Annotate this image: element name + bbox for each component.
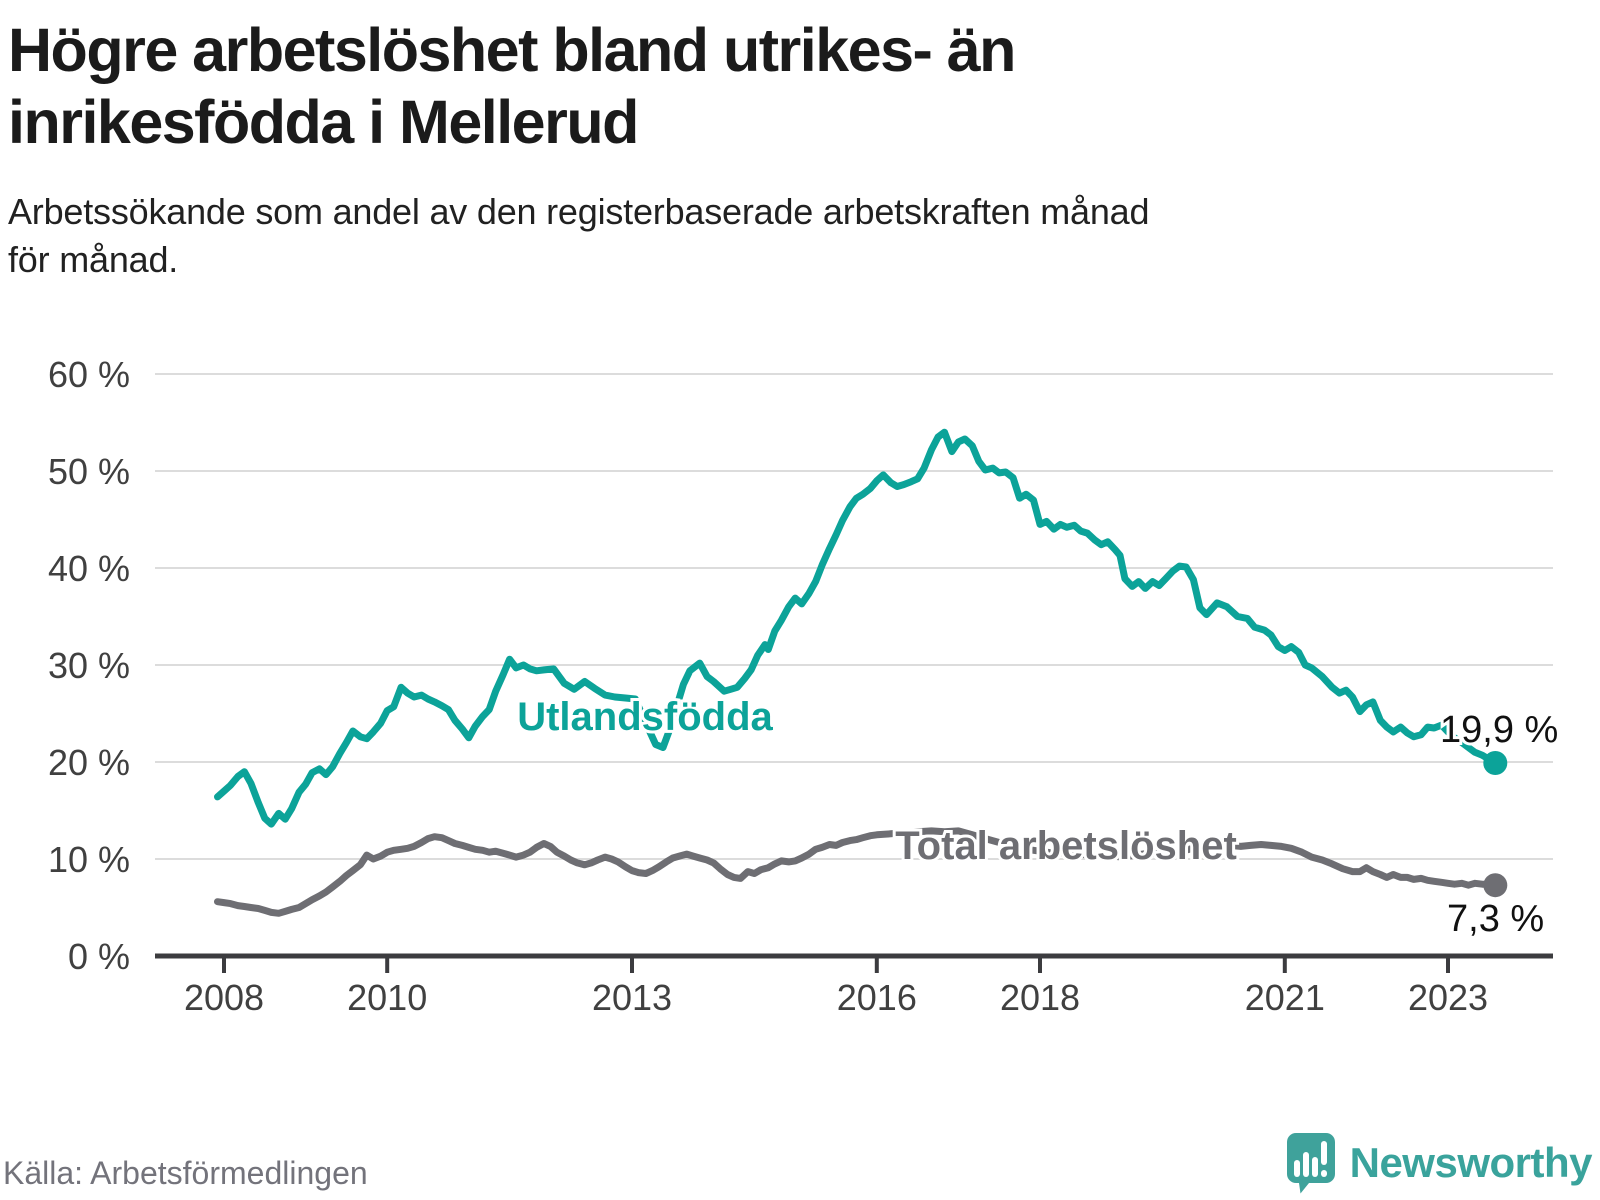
subtitle-line-1: Arbetssökande som andel av den registerb… [8,191,1150,232]
y-tick-label-20: 20 % [48,742,130,783]
series-line-total [214,827,1499,917]
x-tick-label-2023: 2023 [1408,977,1488,1018]
y-tick-label-40: 40 % [48,548,130,589]
x-axis-labels: 2008 2010 2013 2016 2018 2021 2023 [184,977,1488,1018]
brand-lockup: Newsworthy [1286,1132,1593,1194]
x-tick-label-2008: 2008 [184,977,264,1018]
subtitle-line-2: för månad. [8,239,179,280]
series-label-utlandsfodda: Utlandsfödda [517,695,773,739]
x-tick-label-2010: 2010 [347,977,427,1018]
title-line-1: Högre arbetslöshet bland utrikes- än [8,16,1016,84]
source-note: Källa: Arbetsförmedlingen [3,1155,368,1191]
end-value-label-total: 7,3 % [1447,898,1544,940]
page-title: Högre arbetslöshet bland utrikes- än inr… [8,14,1016,158]
y-tick-label-60: 60 % [48,354,130,395]
x-tick-label-2021: 2021 [1245,977,1325,1018]
newsworthy-wordmark: Newsworthy [1349,1139,1593,1186]
series-end-dot-utlandsfodda [1483,751,1508,775]
x-axis-ticks [222,958,1450,973]
y-axis-labels: 0 % 10 % 20 % 30 % 40 % 50 % 60 % [48,354,130,977]
series-label-total-arbetsloshet: Total arbetslöshet [895,824,1237,868]
y-tick-label-50: 50 % [48,451,130,492]
x-tick-label-2013: 2013 [592,977,672,1018]
series-lines [214,428,1508,917]
end-value-label-utlandsfodda: 19,9 % [1440,709,1558,751]
chart-subtitle: Arbetssökande som andel av den registerb… [8,188,1149,284]
x-tick-label-2016: 2016 [837,977,917,1018]
y-tick-label-0: 0 % [68,936,130,977]
y-tick-label-10: 10 % [48,839,130,880]
series-line-utlandsfodda [214,428,1499,828]
series-end-dot-total [1483,873,1508,898]
x-tick-label-2018: 2018 [1000,977,1080,1018]
y-tick-label-30: 30 % [48,645,130,686]
newsworthy-logo-icon [1286,1133,1335,1194]
title-line-2: inrikesfödda i Mellerud [8,88,639,156]
